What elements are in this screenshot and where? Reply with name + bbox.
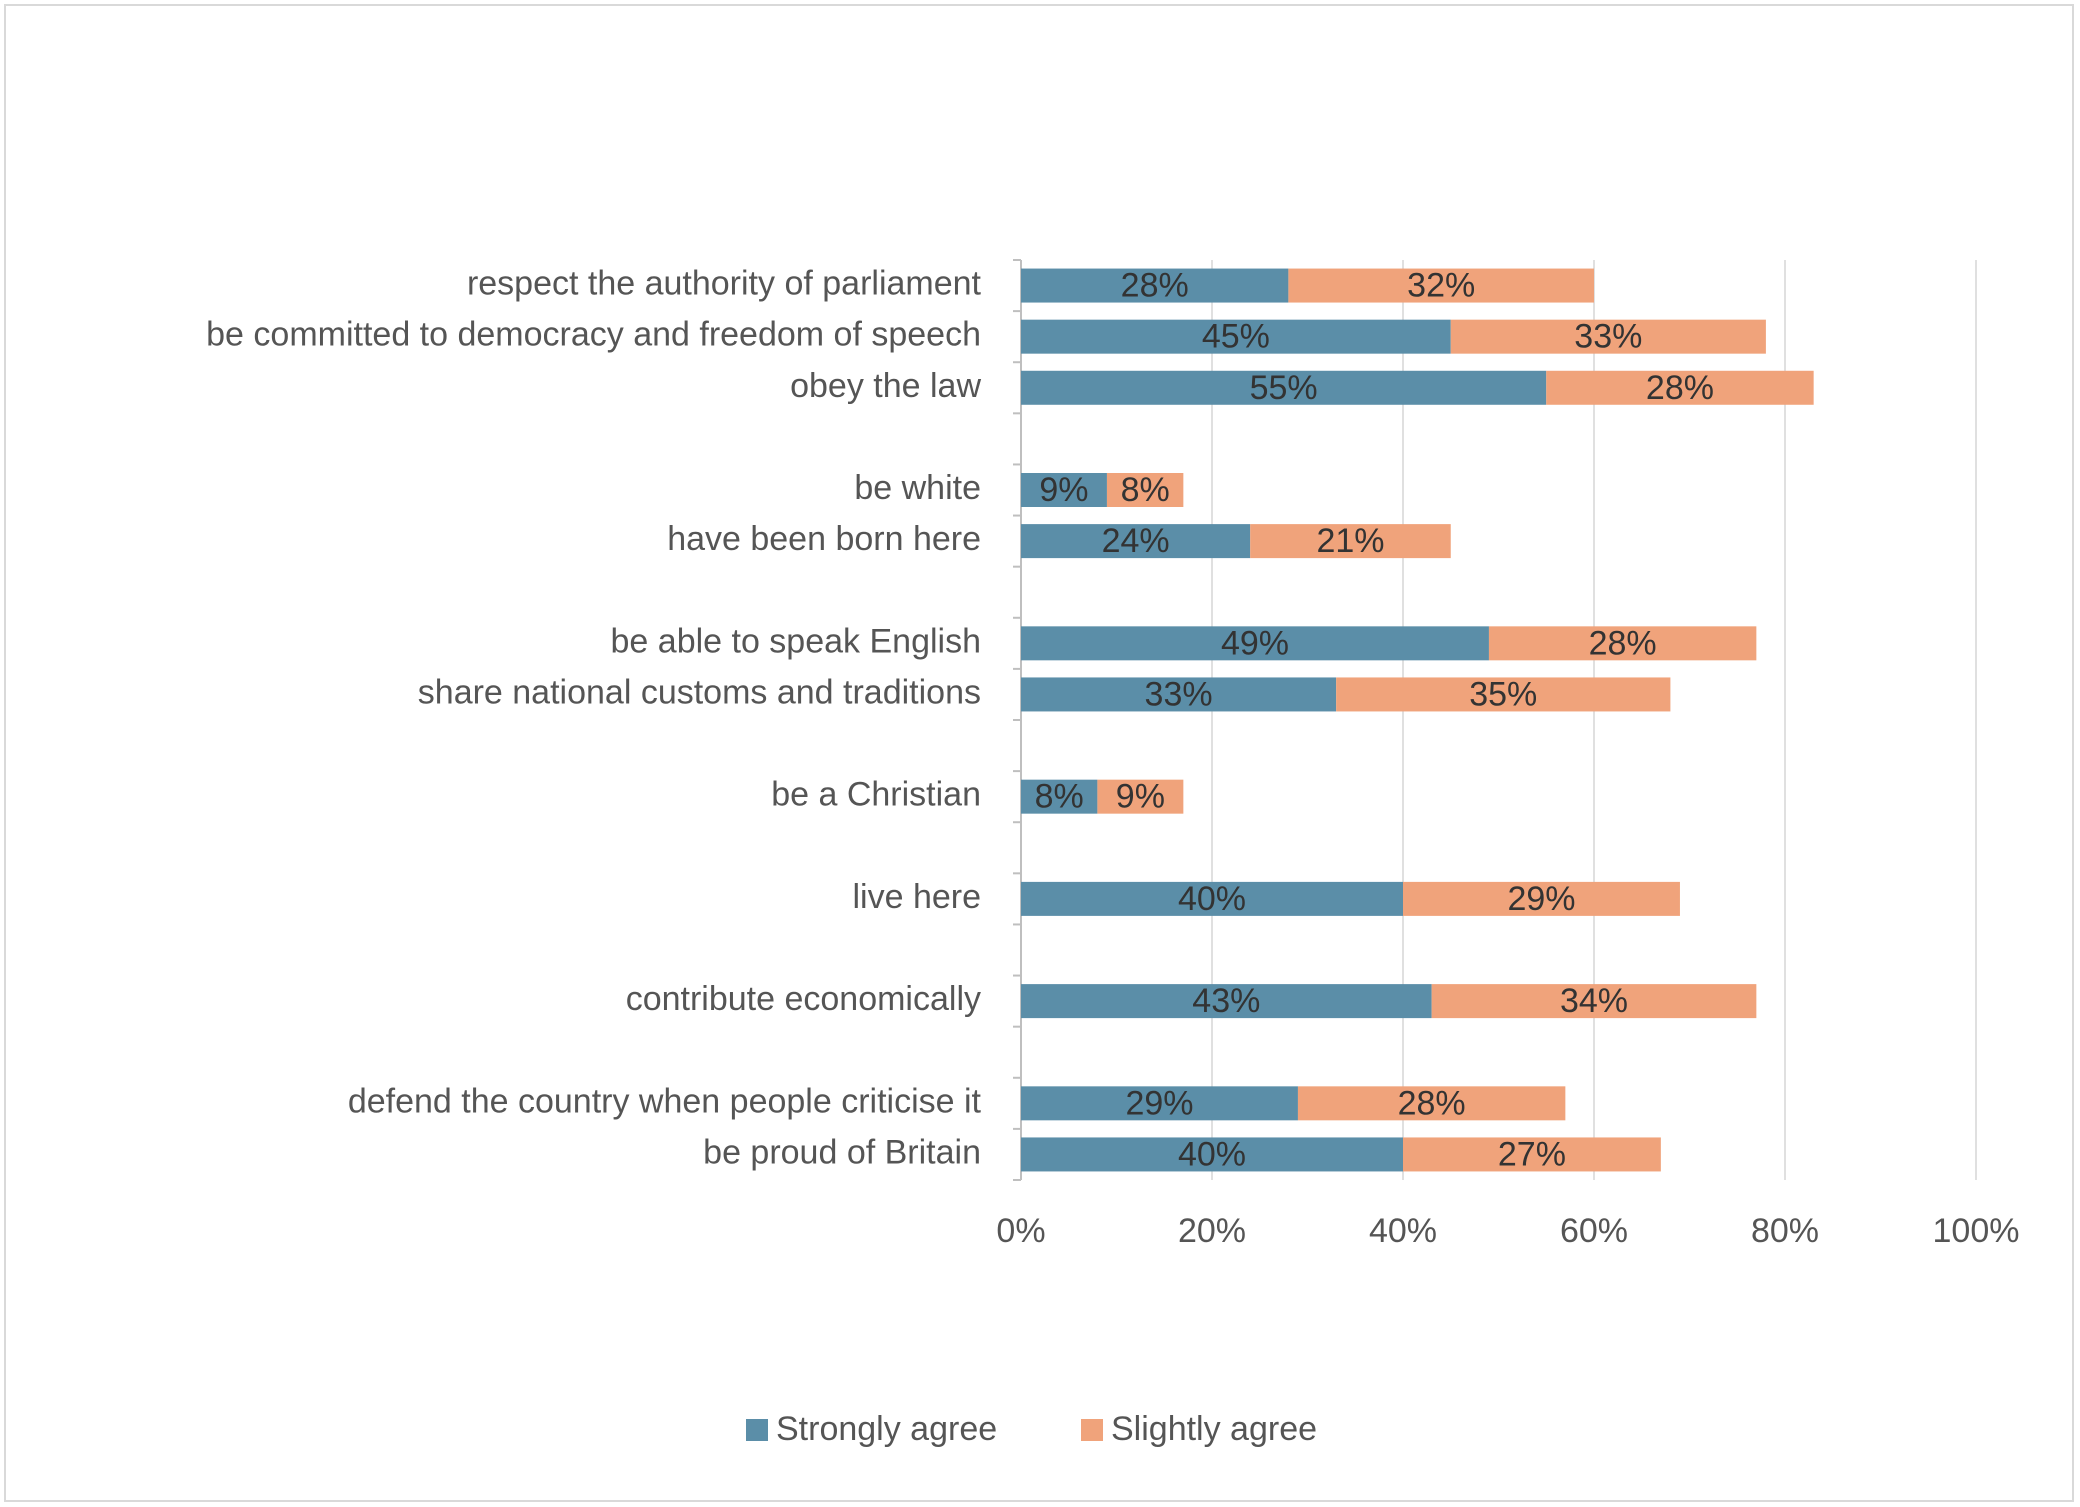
x-tick-label: 60% [1560,1212,1628,1250]
bar-segment [1021,1137,1403,1172]
bar-segment [1546,370,1814,405]
y-tick-label: be white [854,469,981,507]
y-tick-label: obey the law [790,367,981,405]
y-tick-label: be a Christian [771,776,981,814]
bar-segment [1021,626,1489,661]
data-label: 40% [1178,1135,1246,1173]
y-tick-label: contribute economically [626,980,981,1018]
bar-segment [1336,677,1671,712]
data-label: 40% [1178,880,1246,918]
data-label: 45% [1202,318,1270,356]
legend-label: Slightly agree [1111,1410,1317,1448]
bar-segment [1021,268,1289,303]
data-label: 28% [1398,1084,1466,1122]
data-label: 49% [1221,624,1289,662]
bar-segment [1431,984,1757,1019]
data-label: 9% [1039,471,1088,509]
bar-segment [1021,984,1432,1019]
bar-segment [1097,779,1184,814]
bar-segment [1106,473,1184,507]
data-label: 9% [1116,778,1165,816]
bar-segment [1288,268,1594,303]
y-tick-label: be able to speak English [611,622,981,660]
bar-segment [1021,779,1098,814]
data-label: 28% [1646,369,1714,407]
bar-segment [1403,881,1680,916]
y-tick-label: share national customs and traditions [418,673,981,711]
data-label: 28% [1121,267,1189,305]
data-label: 8% [1121,471,1170,509]
chart-border [4,4,2074,1502]
bar-segment [1021,370,1547,405]
bar-segment [1450,319,1766,354]
legend-label: Strongly agree [776,1410,997,1448]
x-tick-label: 40% [1369,1212,1437,1250]
x-tick-label: 100% [1933,1212,2020,1250]
y-tick-label: be committed to democracy and freedom of… [206,316,981,354]
x-tick-label: 20% [1178,1212,1246,1250]
bar-segment [1297,1086,1566,1121]
data-label: 29% [1507,880,1575,918]
data-label: 29% [1125,1084,1193,1122]
y-tick-label: respect the authority of parliament [467,265,982,303]
data-label: 32% [1407,267,1475,305]
x-tick-label: 0% [996,1212,1045,1250]
legend-swatch [1081,1419,1103,1441]
legend-swatch [746,1419,768,1441]
bar-segment [1021,319,1451,354]
bar-segment [1250,524,1451,559]
bar-segment [1021,473,1107,507]
data-label: 21% [1316,522,1384,560]
bar-segment [1403,1137,1661,1172]
data-label: 28% [1589,624,1657,662]
data-label: 33% [1574,318,1642,356]
x-tick-label: 80% [1751,1212,1819,1250]
bar-segment [1021,677,1337,712]
data-label: 24% [1102,522,1170,560]
bar-segment [1021,881,1403,916]
data-label: 34% [1560,982,1628,1020]
y-tick-label: live here [852,878,981,916]
y-tick-label: have been born here [667,520,981,558]
bar-segment [1021,1086,1298,1121]
data-label: 33% [1145,675,1213,713]
bar-segment [1021,524,1251,559]
data-label: 43% [1192,982,1260,1020]
data-label: 8% [1035,778,1084,816]
y-tick-label: be proud of Britain [703,1133,981,1171]
data-label: 35% [1469,675,1537,713]
y-tick-label: defend the country when people criticise… [348,1082,982,1120]
data-label: 55% [1250,369,1318,407]
bar-segment [1488,626,1757,661]
data-label: 27% [1498,1135,1566,1173]
